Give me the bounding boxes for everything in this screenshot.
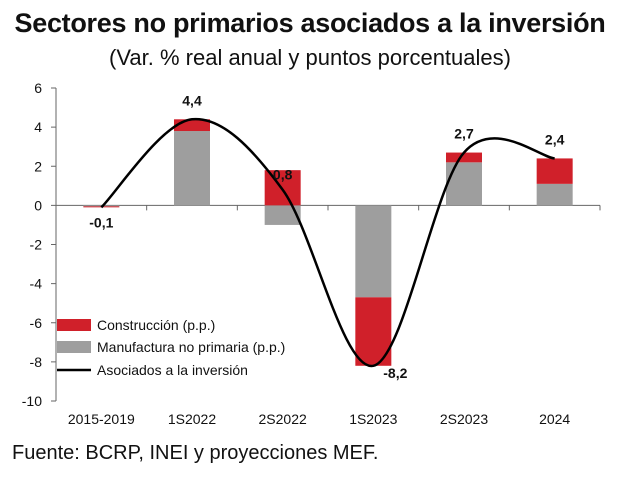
data-label: 4,4 bbox=[182, 92, 202, 108]
y-tick-label: 6 bbox=[34, 80, 42, 96]
chart-title: Sectores no primarios asociados a la inv… bbox=[14, 8, 606, 38]
bar-construccion bbox=[536, 158, 573, 184]
chart-subtitle: (Var. % real anual y puntos porcentuales… bbox=[109, 45, 511, 70]
y-tick-label: -10 bbox=[22, 393, 42, 409]
data-label: 0,8 bbox=[273, 167, 293, 183]
bar-manufactura bbox=[355, 205, 392, 298]
legend-swatch-manufactura bbox=[57, 341, 91, 353]
y-tick-label: -2 bbox=[30, 237, 43, 253]
legend-label-manufactura: Manufactura no primaria (p.p.) bbox=[97, 339, 285, 355]
y-tick-label: 0 bbox=[34, 197, 42, 213]
x-tick-label: 2S2023 bbox=[440, 411, 488, 427]
bar-manufactura bbox=[536, 183, 573, 206]
bar-manufactura bbox=[264, 205, 301, 225]
x-tick-label: 1S2022 bbox=[168, 411, 216, 427]
source-note: Fuente: BCRP, INEI y proyecciones MEF. bbox=[12, 442, 379, 464]
data-label: 2,7 bbox=[454, 126, 474, 142]
bar-manufactura bbox=[446, 162, 482, 206]
y-tick-label: 4 bbox=[34, 119, 42, 135]
line-asociados bbox=[100, 118, 555, 368]
x-tick-label: 2S2022 bbox=[259, 411, 307, 427]
bar-construccion bbox=[174, 119, 210, 132]
data-label: -0,1 bbox=[89, 214, 113, 230]
x-tick-label: 2015-2019 bbox=[68, 411, 135, 427]
legend-label-asociados: Asociados a la inversión bbox=[97, 362, 248, 378]
y-tick-label: -8 bbox=[30, 354, 43, 370]
y-tick-label: -4 bbox=[30, 276, 43, 292]
y-tick-label: -6 bbox=[30, 315, 43, 331]
legend-label-construccion: Construcción (p.p.) bbox=[97, 317, 215, 333]
bar-manufactura bbox=[174, 131, 210, 206]
bar-construccion bbox=[446, 152, 482, 163]
x-tick-label: 2024 bbox=[539, 411, 570, 427]
data-label: 2,4 bbox=[545, 131, 565, 147]
y-tick-label: 2 bbox=[34, 158, 42, 174]
legend-swatch-construccion bbox=[57, 319, 91, 331]
x-tick-label: 1S2023 bbox=[349, 411, 397, 427]
data-label: -8,2 bbox=[383, 365, 407, 381]
